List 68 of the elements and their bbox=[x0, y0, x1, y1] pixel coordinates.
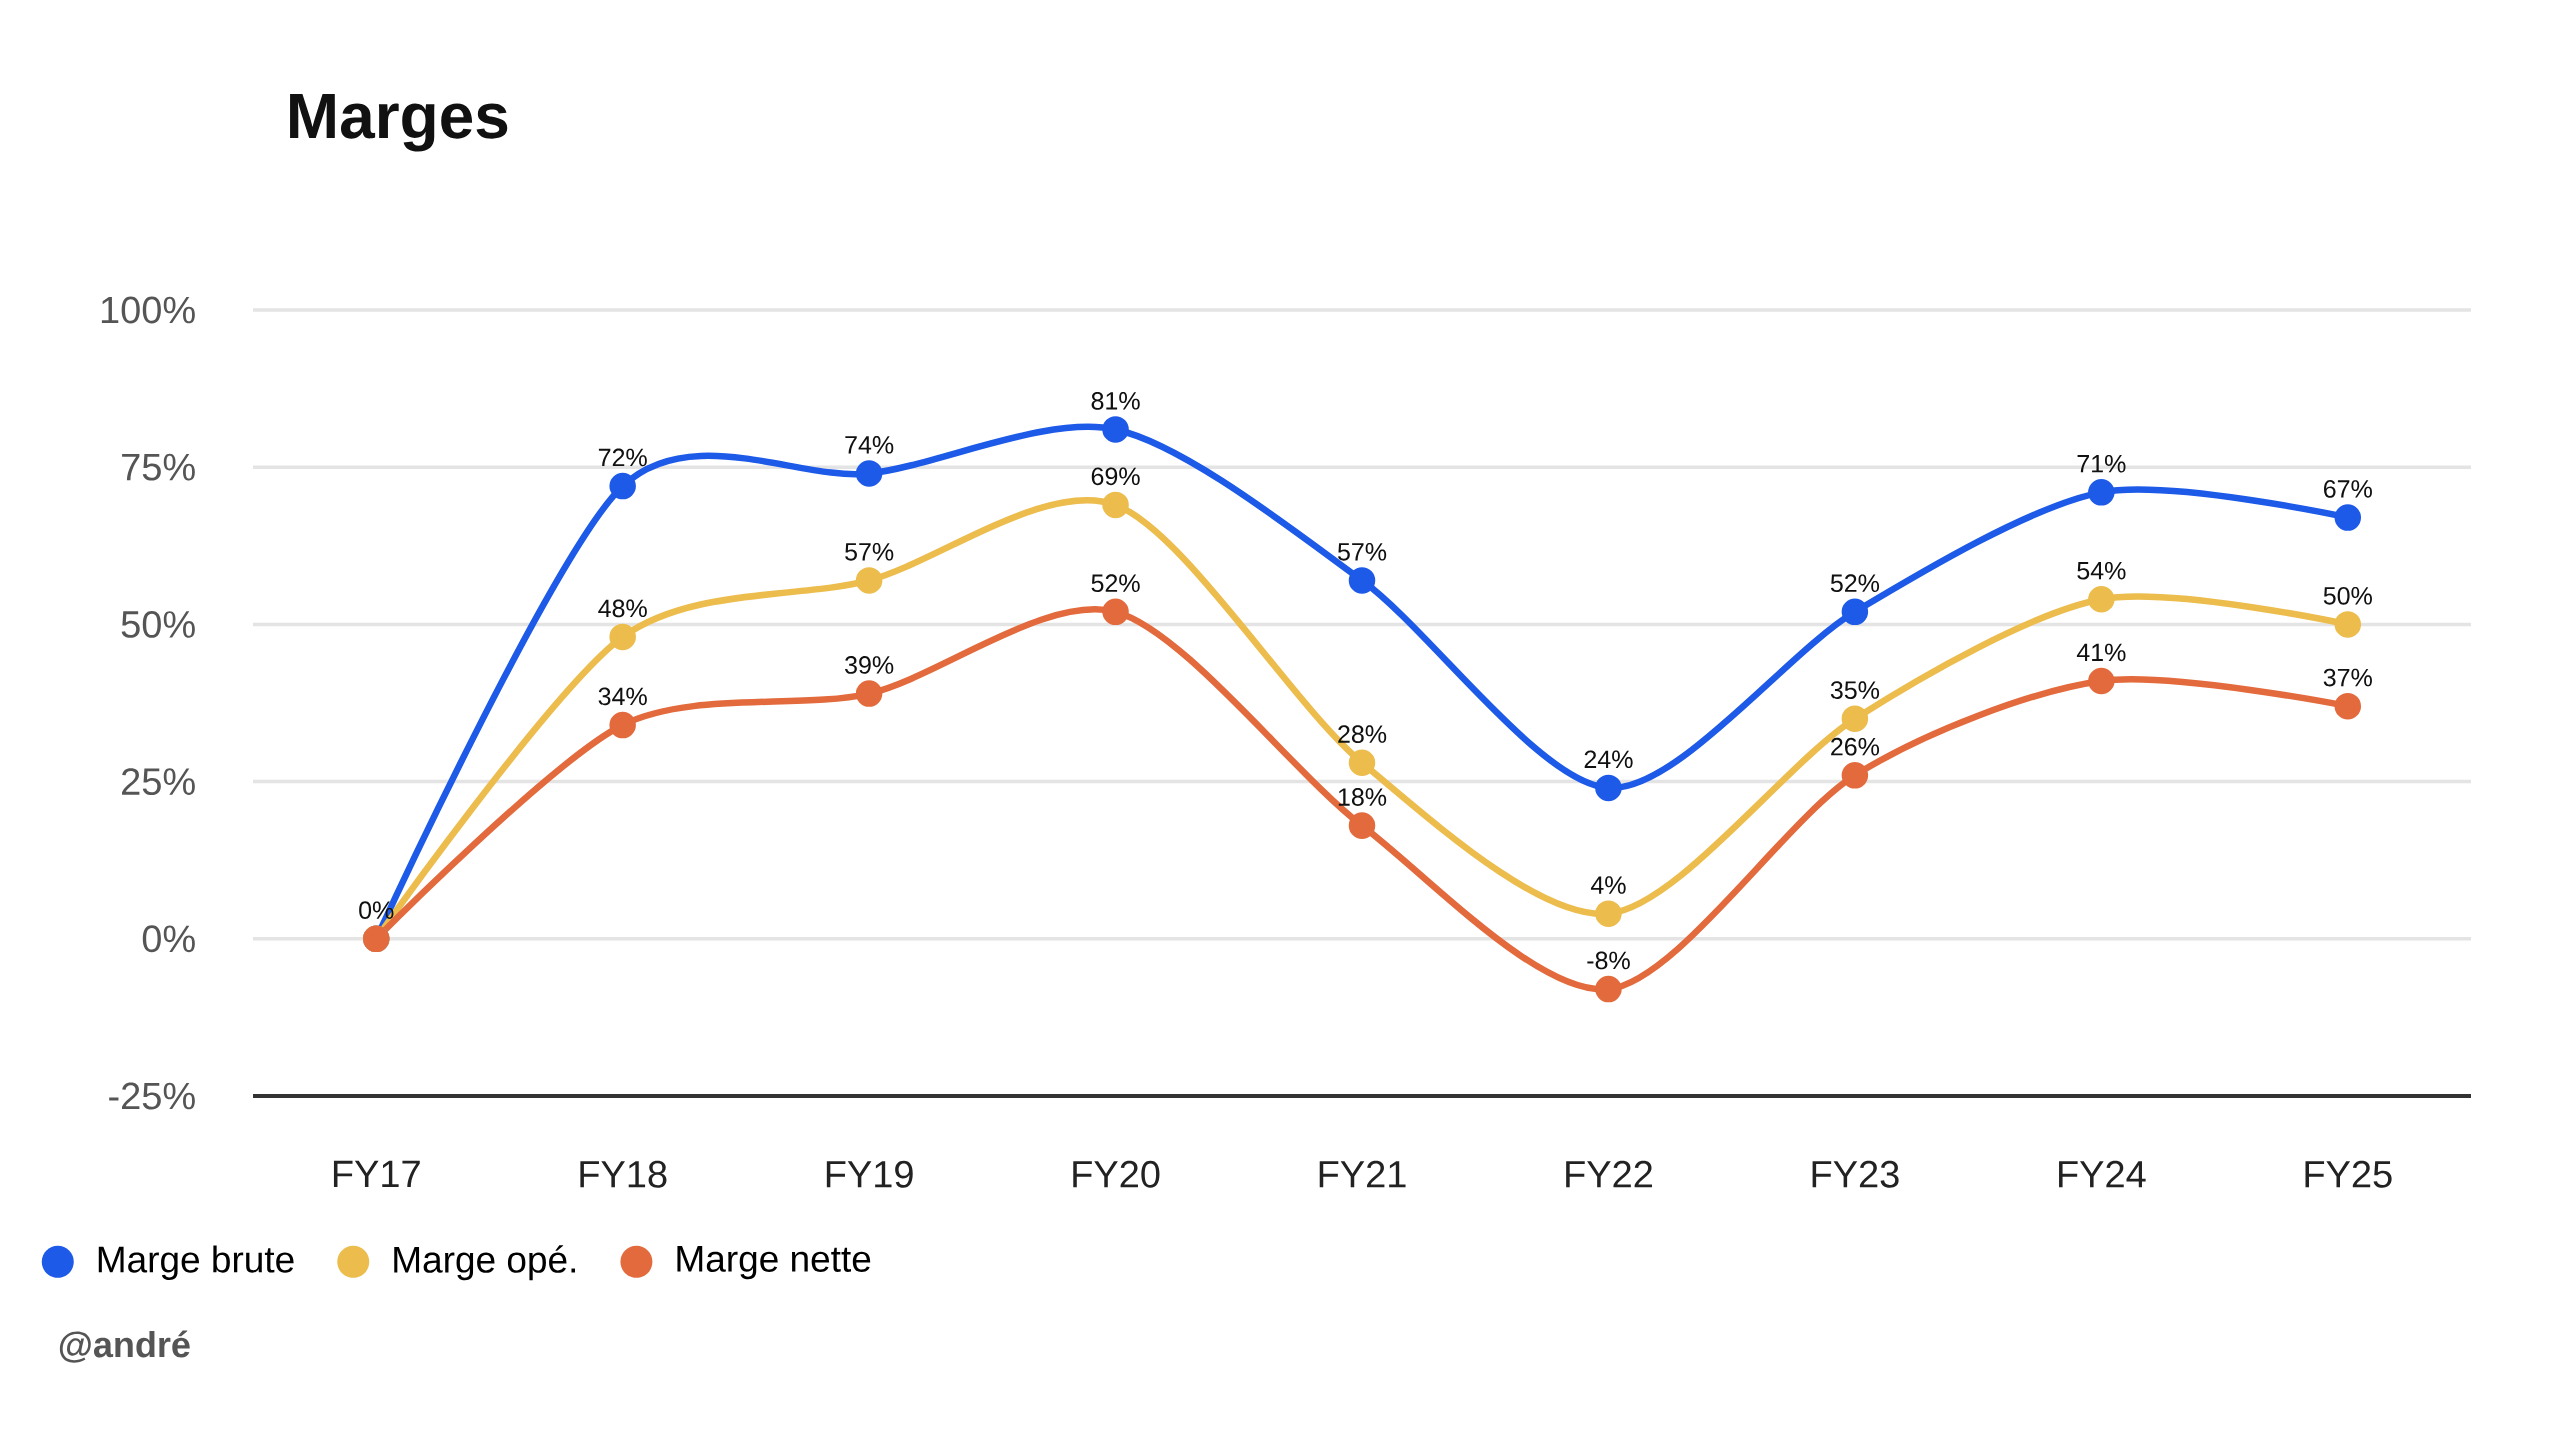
point bbox=[1102, 416, 1129, 443]
point bbox=[2334, 611, 2362, 638]
data-label: 69% bbox=[1091, 467, 1140, 486]
x-tick-label: FY19 bbox=[826, 1160, 913, 1188]
legend-label: Marge brute bbox=[98, 1245, 294, 1280]
data-label: 74% bbox=[845, 436, 894, 454]
x-tick-label: FY20 bbox=[1073, 1160, 1160, 1188]
point bbox=[2088, 667, 2115, 695]
data-label: 54% bbox=[2077, 561, 2126, 580]
data-label: 4% bbox=[1590, 876, 1626, 894]
y-tick-label: 0% bbox=[142, 925, 195, 953]
x-tick-label: FY17 bbox=[333, 1160, 420, 1187]
x-tick-label: FY18 bbox=[580, 1160, 667, 1188]
point bbox=[609, 623, 636, 651]
data-label: 52% bbox=[1830, 574, 1880, 593]
point bbox=[1841, 762, 1869, 789]
x-tick-label: FY25 bbox=[2305, 1160, 2392, 1188]
y-tick-label: 50% bbox=[121, 610, 195, 638]
point bbox=[609, 472, 636, 500]
data-label: 24% bbox=[1584, 750, 1633, 769]
text: @andré bbox=[59, 1330, 190, 1363]
point bbox=[1348, 812, 1376, 839]
data-label: -8% bbox=[1587, 951, 1630, 970]
data-label: 26% bbox=[1831, 737, 1880, 756]
data-label: 18% bbox=[1338, 788, 1387, 806]
point bbox=[2334, 692, 2362, 720]
y-tick-label: -25% bbox=[109, 1082, 195, 1110]
point bbox=[1102, 598, 1129, 626]
data-label: 81% bbox=[1091, 391, 1140, 410]
point bbox=[2088, 586, 2115, 613]
y-tick-label: 25% bbox=[122, 768, 195, 796]
data-label: 57% bbox=[845, 543, 894, 561]
point bbox=[2334, 504, 2362, 531]
data-label: 41% bbox=[2076, 643, 2126, 662]
point bbox=[1595, 975, 1622, 1003]
point bbox=[855, 567, 883, 594]
data-label: 72% bbox=[598, 448, 647, 467]
point bbox=[1348, 749, 1376, 776]
legend-label: Marge nette bbox=[677, 1246, 871, 1280]
data-label: 48% bbox=[598, 599, 647, 618]
data-label: 71% bbox=[2077, 454, 2126, 473]
point bbox=[1595, 900, 1622, 927]
point bbox=[2088, 479, 2115, 506]
x-tick-label: FY21 bbox=[1319, 1160, 1406, 1188]
x-tick-label: FY22 bbox=[1566, 1160, 1652, 1188]
data-label: 35% bbox=[1830, 681, 1880, 699]
point bbox=[855, 680, 883, 707]
point bbox=[1595, 774, 1622, 802]
point bbox=[1841, 598, 1869, 626]
point bbox=[609, 711, 636, 739]
data-label: 52% bbox=[1091, 574, 1140, 593]
data-label: 67% bbox=[2324, 480, 2372, 498]
data-label: 50% bbox=[2323, 586, 2372, 605]
point bbox=[1348, 567, 1376, 594]
data-label: 34% bbox=[598, 687, 647, 706]
data-label: 28% bbox=[1338, 725, 1387, 743]
point bbox=[855, 460, 883, 487]
data-label: 57% bbox=[1337, 543, 1387, 561]
y-tick-label: 75% bbox=[122, 453, 195, 481]
legend-label: Marge opé. bbox=[394, 1245, 575, 1281]
data-label: 37% bbox=[2323, 668, 2372, 687]
point bbox=[1102, 491, 1129, 519]
x-tick-label: FY23 bbox=[1812, 1160, 1899, 1188]
x-tick-label: FY24 bbox=[2059, 1160, 2146, 1188]
chart-title: Marges bbox=[290, 93, 508, 152]
point bbox=[1841, 705, 1869, 732]
y-tick-label: 100% bbox=[101, 296, 195, 324]
data-label: 39% bbox=[845, 656, 894, 674]
